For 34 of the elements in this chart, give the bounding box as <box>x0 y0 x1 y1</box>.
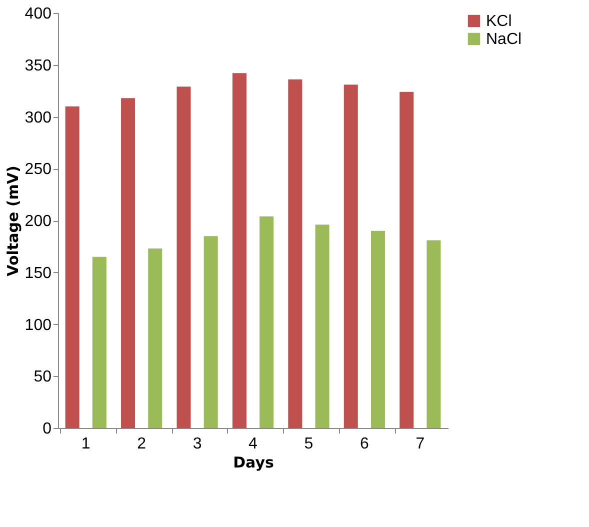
bar <box>370 230 385 428</box>
bar <box>400 92 414 428</box>
x-axis-title: Days <box>233 454 274 472</box>
bar <box>315 224 330 428</box>
y-axis-title: Voltage (mV) <box>4 166 22 276</box>
bar <box>92 256 106 428</box>
bar <box>65 106 80 428</box>
bar <box>260 216 274 428</box>
legend-label: KCl <box>486 13 512 30</box>
bar <box>176 86 191 428</box>
y-tick-label: 300 <box>24 109 52 126</box>
bar <box>121 98 136 428</box>
y-tick-label: 400 <box>24 6 52 22</box>
y-tick-label: 150 <box>24 264 52 282</box>
x-tick-label: 1 <box>81 436 90 452</box>
bar <box>232 73 246 428</box>
y-tick-label: 50 <box>34 368 52 386</box>
x-tick-label: 6 <box>360 436 369 452</box>
y-tick-label: 200 <box>24 213 52 230</box>
x-tick-label: 4 <box>248 436 258 452</box>
y-tick-label: 350 <box>24 57 52 74</box>
bar <box>426 240 441 428</box>
bar <box>344 84 358 428</box>
bar <box>148 248 162 428</box>
x-tick-label: 2 <box>137 436 146 452</box>
x-tick-label: 5 <box>304 436 314 452</box>
x-tick-label: 3 <box>192 436 202 452</box>
y-tick-label: 250 <box>24 161 52 178</box>
bar <box>288 79 302 428</box>
x-tick-label: 7 <box>416 436 425 452</box>
y-tick-label: 0 <box>42 420 52 438</box>
legend-label: NaCl <box>486 31 522 48</box>
y-tick-label: 100 <box>24 316 52 334</box>
bar <box>204 236 218 428</box>
